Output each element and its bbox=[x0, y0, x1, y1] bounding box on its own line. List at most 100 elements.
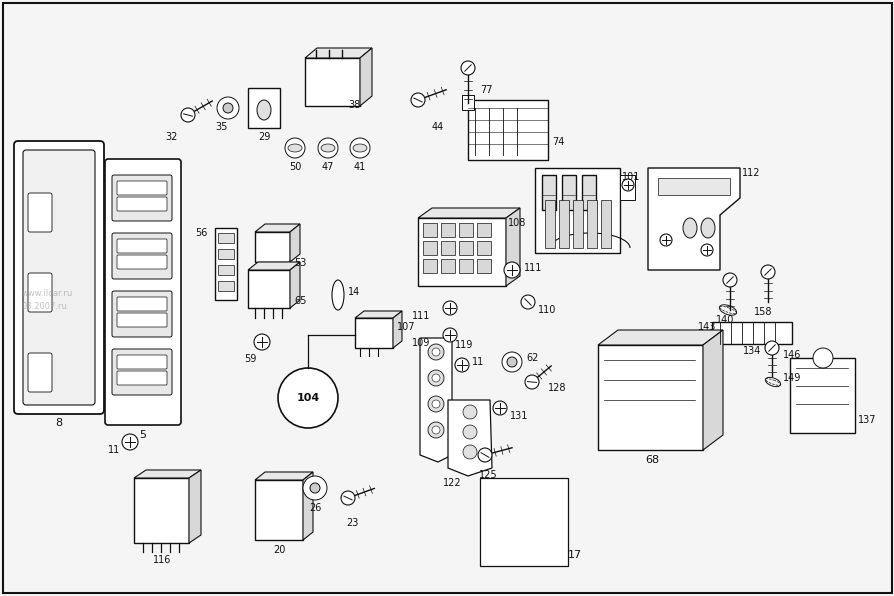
Text: 109: 109 bbox=[411, 338, 429, 348]
Text: 5: 5 bbox=[139, 430, 147, 440]
Bar bbox=[441, 241, 454, 255]
Circle shape bbox=[122, 434, 138, 450]
Text: 47: 47 bbox=[322, 162, 333, 172]
Text: 122: 122 bbox=[443, 478, 460, 488]
FancyBboxPatch shape bbox=[117, 297, 167, 311]
FancyBboxPatch shape bbox=[117, 197, 167, 211]
Text: 17: 17 bbox=[568, 550, 581, 560]
Text: 140: 140 bbox=[715, 315, 733, 325]
Bar bbox=[586, 200, 596, 248]
Text: 108: 108 bbox=[508, 218, 526, 228]
Text: 125: 125 bbox=[478, 470, 497, 480]
Text: 35: 35 bbox=[215, 122, 228, 132]
FancyBboxPatch shape bbox=[28, 353, 52, 392]
Text: 26: 26 bbox=[308, 503, 321, 513]
Bar bbox=[423, 223, 436, 237]
Circle shape bbox=[443, 328, 457, 342]
Bar bbox=[479, 478, 568, 566]
Bar bbox=[477, 241, 491, 255]
Circle shape bbox=[502, 352, 521, 372]
Text: 8: 8 bbox=[55, 418, 63, 428]
Text: 77: 77 bbox=[479, 85, 492, 95]
Polygon shape bbox=[419, 338, 451, 462]
Bar bbox=[544, 200, 554, 248]
Polygon shape bbox=[597, 330, 722, 345]
Polygon shape bbox=[647, 168, 739, 270]
Circle shape bbox=[621, 179, 633, 191]
Text: 111: 111 bbox=[523, 263, 542, 273]
Circle shape bbox=[477, 448, 492, 462]
Polygon shape bbox=[255, 472, 313, 480]
FancyBboxPatch shape bbox=[28, 193, 52, 232]
Text: 134: 134 bbox=[742, 346, 760, 356]
Text: 11: 11 bbox=[471, 357, 484, 367]
Polygon shape bbox=[505, 208, 519, 286]
Text: 119: 119 bbox=[454, 340, 473, 350]
Bar bbox=[597, 345, 702, 450]
Text: 20: 20 bbox=[273, 545, 285, 555]
Bar bbox=[789, 358, 854, 433]
Text: 44: 44 bbox=[432, 122, 443, 132]
Text: 62: 62 bbox=[526, 353, 538, 363]
FancyBboxPatch shape bbox=[117, 239, 167, 253]
Text: 29: 29 bbox=[257, 132, 270, 142]
Ellipse shape bbox=[682, 218, 696, 238]
Bar bbox=[218, 265, 233, 275]
FancyBboxPatch shape bbox=[117, 371, 167, 385]
Text: 53: 53 bbox=[293, 258, 306, 268]
Circle shape bbox=[432, 426, 440, 434]
Text: 38: 38 bbox=[348, 100, 360, 110]
Polygon shape bbox=[359, 48, 372, 106]
Circle shape bbox=[181, 108, 195, 122]
Text: www.ilcar.ru
03.2007.ru: www.ilcar.ru 03.2007.ru bbox=[22, 289, 73, 311]
Bar bbox=[468, 100, 547, 160]
Text: 14: 14 bbox=[348, 287, 360, 297]
Bar bbox=[477, 259, 491, 273]
Text: 59: 59 bbox=[243, 354, 256, 364]
Text: 146: 146 bbox=[782, 350, 800, 360]
Circle shape bbox=[700, 244, 713, 256]
Text: 131: 131 bbox=[510, 411, 527, 421]
Circle shape bbox=[493, 401, 506, 415]
Bar bbox=[559, 200, 569, 248]
Bar bbox=[535, 168, 620, 253]
Text: 41: 41 bbox=[353, 162, 366, 172]
Text: 32: 32 bbox=[165, 132, 178, 142]
Text: 116: 116 bbox=[153, 555, 171, 565]
Polygon shape bbox=[303, 472, 313, 540]
Text: 128: 128 bbox=[547, 383, 566, 393]
Circle shape bbox=[454, 358, 468, 372]
Ellipse shape bbox=[288, 144, 301, 152]
Text: 68: 68 bbox=[645, 455, 658, 465]
Text: 101: 101 bbox=[621, 172, 640, 182]
Bar bbox=[461, 95, 474, 110]
Circle shape bbox=[462, 445, 477, 459]
FancyBboxPatch shape bbox=[117, 313, 167, 327]
Circle shape bbox=[432, 348, 440, 356]
Circle shape bbox=[462, 425, 477, 439]
Bar bbox=[218, 233, 233, 243]
Bar bbox=[248, 270, 290, 308]
Polygon shape bbox=[189, 470, 201, 543]
Bar bbox=[459, 259, 472, 273]
Circle shape bbox=[350, 138, 369, 158]
FancyBboxPatch shape bbox=[23, 150, 95, 405]
Bar bbox=[441, 259, 454, 273]
FancyBboxPatch shape bbox=[117, 255, 167, 269]
FancyBboxPatch shape bbox=[112, 175, 172, 221]
Bar bbox=[218, 281, 233, 291]
Polygon shape bbox=[248, 262, 299, 270]
Circle shape bbox=[812, 348, 832, 368]
FancyBboxPatch shape bbox=[117, 355, 167, 369]
Circle shape bbox=[216, 97, 239, 119]
Bar bbox=[581, 175, 595, 210]
Text: 143: 143 bbox=[696, 322, 715, 332]
Text: 158: 158 bbox=[753, 307, 772, 317]
Bar bbox=[305, 58, 359, 106]
Polygon shape bbox=[255, 224, 299, 232]
Text: 137: 137 bbox=[857, 415, 875, 425]
Text: 56: 56 bbox=[196, 228, 207, 238]
Bar bbox=[601, 200, 611, 248]
Circle shape bbox=[460, 61, 475, 75]
Bar bbox=[417, 218, 505, 286]
